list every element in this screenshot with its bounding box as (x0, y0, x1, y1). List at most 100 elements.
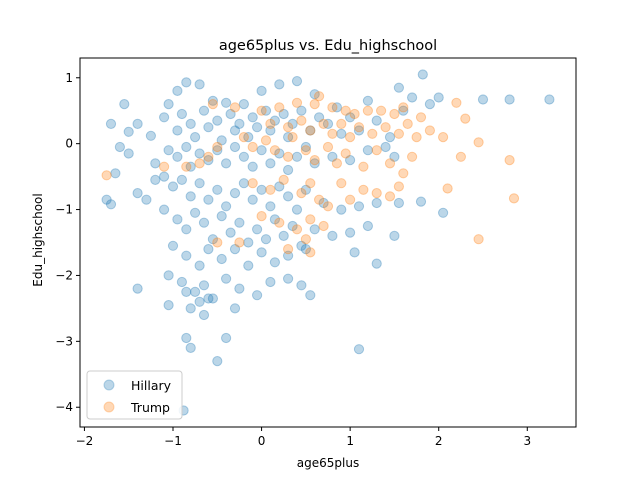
point-hillary (172, 151, 183, 162)
point-hillary (198, 217, 210, 228)
point-trump (384, 158, 396, 169)
point-hillary (243, 132, 254, 143)
y-tick-label: 0 (65, 137, 73, 151)
point-hillary (105, 199, 117, 210)
point-hillary (221, 273, 232, 284)
point-trump (159, 161, 170, 172)
point-hillary (212, 184, 223, 195)
point-hillary (185, 191, 196, 202)
point-hillary (105, 118, 117, 130)
point-hillary (260, 105, 272, 116)
point-hillary (221, 97, 232, 108)
point-trump (362, 105, 373, 116)
legend-marker-trump (103, 401, 115, 413)
point-hillary (291, 151, 303, 162)
point-trump (283, 122, 294, 133)
point-trump (305, 178, 316, 189)
point-hillary (203, 155, 214, 166)
point-hillary (163, 270, 174, 281)
x-tick-label: 0 (258, 434, 266, 448)
point-hillary (269, 257, 280, 268)
point-hillary (300, 141, 311, 153)
point-trump (212, 141, 223, 153)
y-tick-label: −4 (55, 400, 73, 414)
point-hillary (145, 130, 156, 141)
point-hillary (287, 118, 298, 130)
point-hillary (327, 230, 338, 241)
point-hillary (544, 94, 555, 105)
point-hillary (229, 188, 241, 199)
point-hillary (296, 280, 307, 291)
point-hillary (477, 94, 489, 105)
point-hillary (150, 174, 161, 185)
point-hillary (291, 204, 303, 215)
point-hillary (265, 158, 276, 169)
point-hillary (265, 125, 276, 136)
point-hillary (167, 240, 179, 251)
point-hillary (163, 300, 174, 311)
point-hillary (384, 132, 396, 143)
point-hillary (433, 92, 444, 103)
point-trump (398, 168, 409, 179)
point-trump (287, 132, 298, 143)
point-hillary (238, 178, 249, 189)
point-hillary (221, 201, 232, 212)
point-hillary (398, 105, 409, 116)
point-trump (340, 105, 351, 116)
point-trump (265, 184, 276, 195)
point-hillary (504, 94, 515, 105)
legend-label-hillary: Hillary (131, 378, 172, 393)
point-hillary (221, 158, 232, 169)
point-trump (207, 99, 218, 110)
point-trump (380, 122, 391, 133)
point-hillary (247, 112, 258, 123)
point-hillary (181, 286, 192, 297)
point-trump (336, 178, 347, 189)
point-hillary (101, 194, 112, 205)
point-trump (309, 99, 320, 110)
point-hillary (407, 92, 418, 103)
point-trump (402, 118, 413, 130)
point-hillary (327, 151, 338, 162)
point-hillary (345, 112, 356, 123)
point-hillary (238, 151, 249, 162)
point-hillary (207, 293, 218, 304)
point-hillary (283, 164, 294, 176)
point-hillary (417, 69, 428, 80)
point-trump (442, 183, 453, 194)
point-hillary (353, 125, 365, 136)
point-trump (181, 161, 192, 172)
point-trump (393, 128, 404, 139)
point-hillary (229, 141, 241, 153)
point-hillary (221, 332, 232, 344)
y-tick-label: −1 (55, 203, 73, 217)
point-hillary (190, 207, 201, 218)
point-hillary (181, 141, 192, 153)
point-trump (194, 158, 205, 169)
point-trump (424, 125, 435, 136)
point-trump (314, 194, 325, 205)
point-hillary (393, 197, 404, 209)
point-hillary (123, 126, 134, 137)
point-hillary (207, 95, 218, 106)
point-trump (283, 151, 294, 162)
point-hillary (216, 253, 227, 265)
point-trump (327, 102, 338, 113)
legend-box (86, 370, 183, 420)
point-hillary (229, 303, 241, 314)
point-trump (473, 234, 484, 245)
point-hillary (415, 196, 427, 207)
point-hillary (283, 273, 294, 284)
point-trump (371, 188, 382, 199)
point-hillary (336, 128, 347, 139)
point-hillary (322, 118, 334, 130)
point-hillary (185, 303, 196, 314)
point-hillary (229, 244, 241, 255)
legend-label-trump: Trump (130, 400, 170, 415)
point-hillary (190, 286, 201, 297)
point-hillary (287, 220, 298, 232)
point-hillary (181, 77, 192, 88)
point-hillary (300, 244, 311, 255)
y-tick-label: 1 (65, 71, 73, 85)
point-hillary (424, 99, 435, 110)
